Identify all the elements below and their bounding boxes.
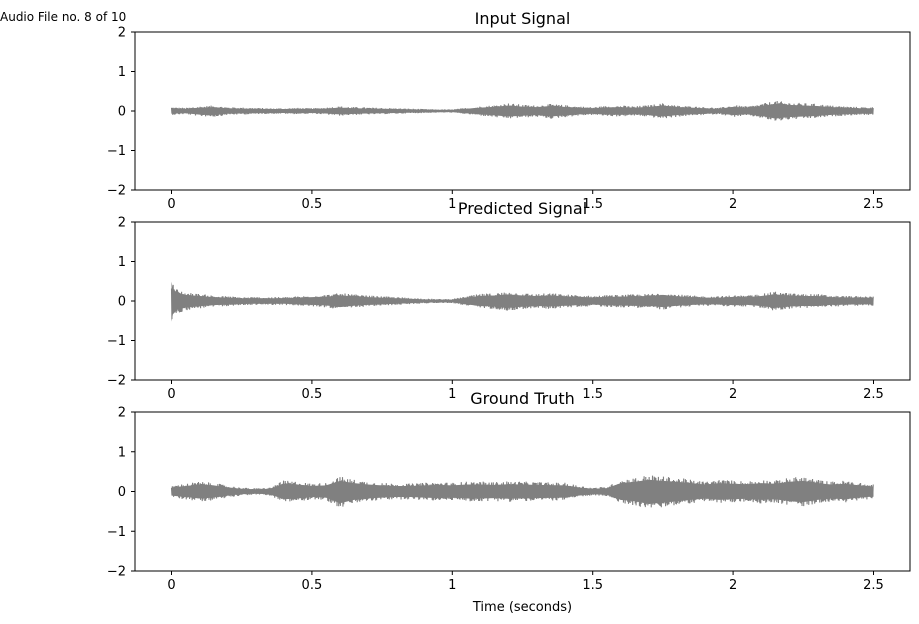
- x-tick-label: 1.5: [582, 387, 603, 402]
- y-tick-label: −1: [107, 334, 126, 349]
- subplot-3: 0 0.5 1 1.5 2 2.5 2 1 0 −1 −2 Ground Truth Time (sec…: [107, 389, 911, 615]
- y-tick-label: −1: [107, 144, 126, 159]
- y-tick-label: 0: [118, 105, 126, 120]
- figure-suptitle: Audio File no. 8 of 10: [0, 10, 127, 24]
- x-tick-label: 1.5: [582, 578, 603, 593]
- y-tick-label: 2: [118, 26, 126, 41]
- waveform-envelope: [171, 281, 874, 322]
- y-tick-label: 2: [118, 216, 126, 231]
- y-tick-label: −2: [107, 184, 126, 199]
- x-tick-label: 2.5: [863, 197, 884, 212]
- y-tick-label: −1: [107, 525, 126, 540]
- x-axis-label: Time (seconds): [472, 600, 572, 615]
- x-tick-label: 0: [167, 387, 175, 402]
- x-tick-label: 0: [167, 578, 175, 593]
- x-tick-label: 1: [448, 387, 456, 402]
- y-tick-label: −2: [107, 565, 126, 580]
- x-tick-label: 0: [167, 197, 175, 212]
- subplot-title: Predicted Signal: [458, 199, 587, 218]
- x-tick-label: 1.5: [582, 197, 603, 212]
- x-tick-label: 2: [729, 387, 737, 402]
- x-tick-label: 2: [729, 578, 737, 593]
- x-tick-label: 0.5: [302, 578, 323, 593]
- subplot-1: 0 0.5 1 1.5 2 2.5 2 1 0 −1 −2 Input Signal: [107, 9, 911, 212]
- y-tick-label: 1: [118, 255, 126, 270]
- x-tick-label: 1: [448, 197, 456, 212]
- y-tick-label: 1: [118, 445, 126, 460]
- x-tick-label: 2.5: [863, 578, 884, 593]
- subplot-2: 0 0.5 1 1.5 2 2.5 2 1 0 −1 −2 Predicted Signal: [107, 199, 911, 402]
- y-tick-label: 0: [118, 485, 126, 500]
- x-tick-label: 2: [729, 197, 737, 212]
- y-tick-label: 2: [118, 406, 126, 421]
- waveform-envelope: [171, 479, 874, 505]
- subplot-title: Input Signal: [475, 9, 571, 28]
- x-tick-label: 1: [448, 578, 456, 593]
- waveform-envelope: [171, 103, 874, 119]
- y-tick-label: 0: [118, 295, 126, 310]
- x-tick-label: 0.5: [302, 197, 323, 212]
- subplot-title: Ground Truth: [470, 389, 575, 408]
- x-tick-label: 2.5: [863, 387, 884, 402]
- y-tick-label: 1: [118, 65, 126, 80]
- y-tick-label: −2: [107, 374, 126, 389]
- x-tick-label: 0.5: [302, 387, 323, 402]
